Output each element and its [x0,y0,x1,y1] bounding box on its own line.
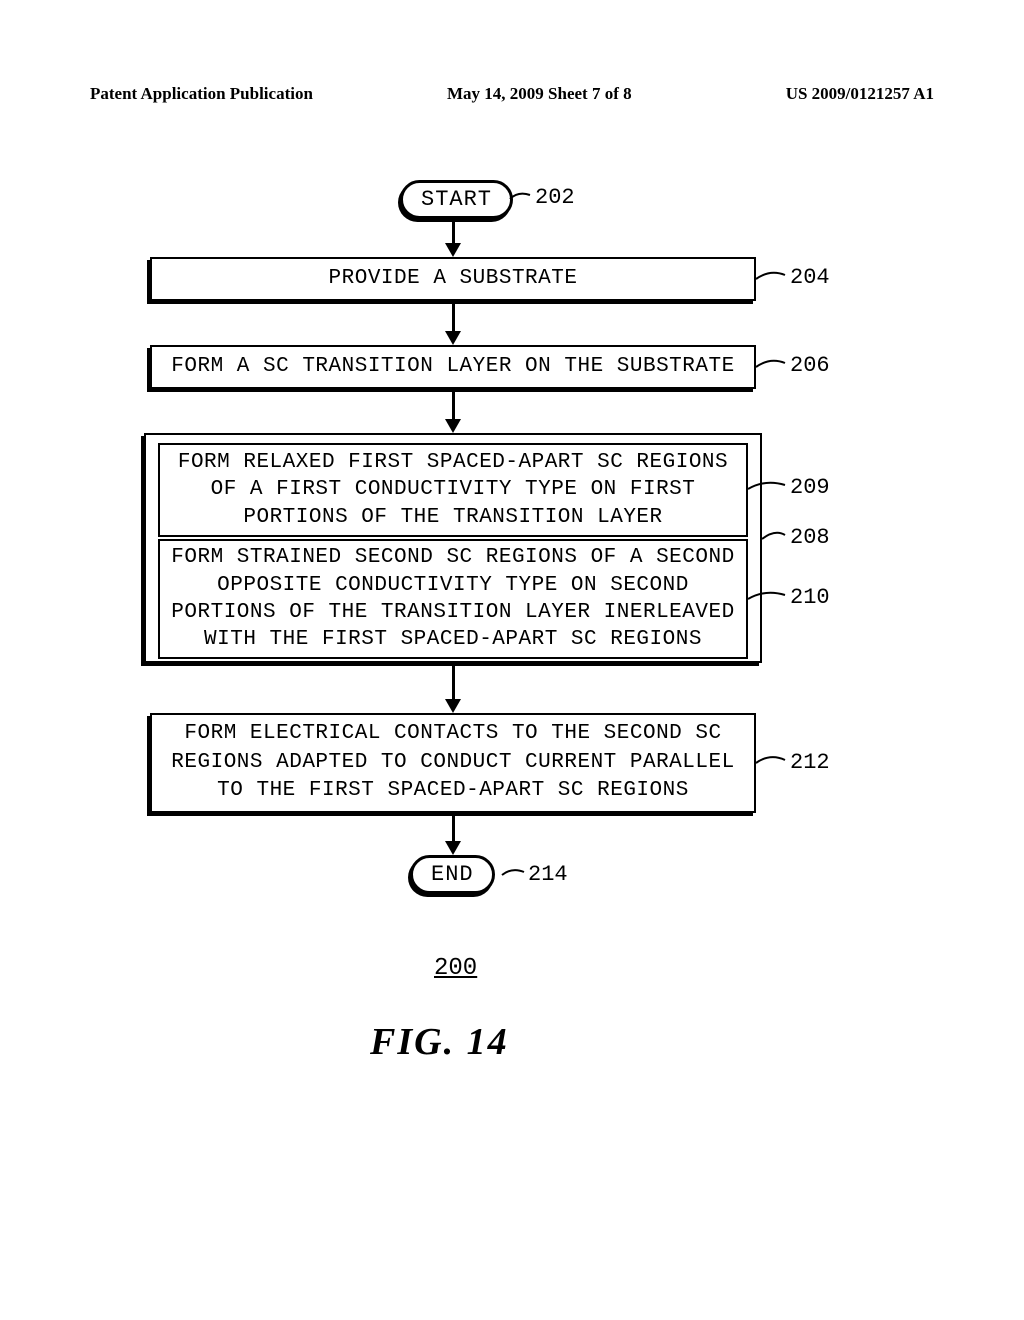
patent-header: Patent Application Publication May 14, 2… [0,84,1024,104]
ref-204: 204 [790,265,830,290]
ref-202: 202 [535,185,575,210]
header-right: US 2009/0121257 A1 [786,84,934,104]
step-form-contacts: FORM ELECTRICAL CONTACTS TO THE SECOND S… [150,713,756,813]
ref-214: 214 [528,862,568,887]
flowchart-diagram: START PROVIDE A SUBSTRATE FORM A SC TRAN… [0,165,1024,1065]
arrow [452,813,455,844]
arrow-head-icon [445,699,461,713]
figure-title: FIG. 14 [370,1020,509,1064]
header-center: May 14, 2009 Sheet 7 of 8 [447,84,632,104]
header-left: Patent Application Publication [90,84,313,104]
step-form-first-regions: FORM RELAXED FIRST SPACED-APART SC REGIO… [158,443,748,537]
end-terminator: END [410,855,495,894]
ref-212: 212 [790,750,830,775]
arrow [452,301,455,334]
ref-206: 206 [790,353,830,378]
figure-reference-number: 200 [434,955,477,982]
arrow-head-icon [445,841,461,855]
start-terminator: START [400,180,513,219]
arrow-head-icon [445,243,461,257]
ref-208: 208 [790,525,830,550]
ref-210: 210 [790,585,830,610]
step-form-transition-layer: FORM A SC TRANSITION LAYER ON THE SUBSTR… [150,345,756,389]
arrow [452,218,455,246]
arrow [452,389,455,422]
arrow-head-icon [445,419,461,433]
step-provide-substrate: PROVIDE A SUBSTRATE [150,257,756,301]
arrow-head-icon [445,331,461,345]
ref-209: 209 [790,475,830,500]
step-form-second-regions: FORM STRAINED SECOND SC REGIONS OF A SEC… [158,539,748,659]
arrow [452,663,455,701]
